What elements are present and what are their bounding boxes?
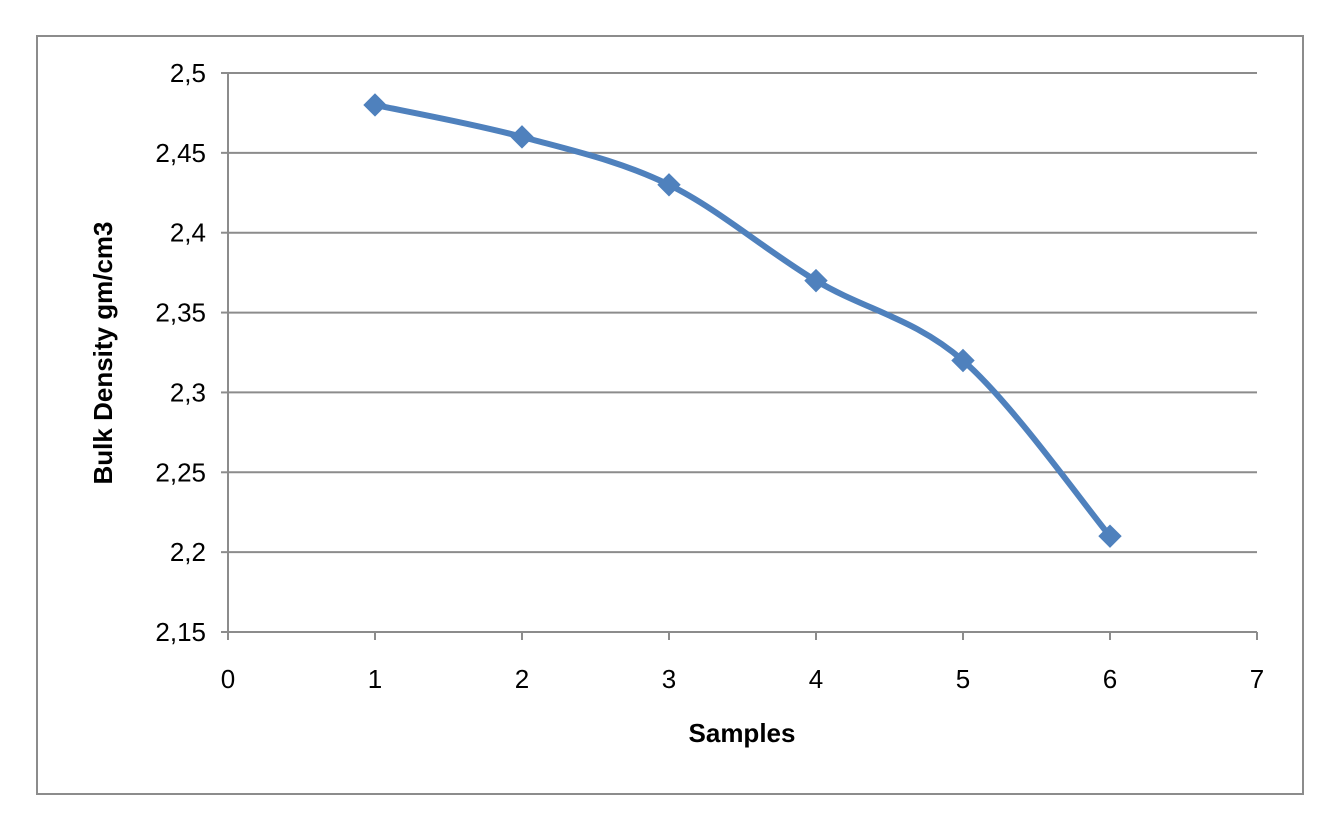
axes (221, 72, 1258, 640)
x-tick-labels: 0 1 2 3 4 5 6 7 (221, 664, 1264, 694)
y-tick-label: 2,3 (170, 377, 206, 407)
data-point-marker (657, 173, 681, 197)
x-tick-label: 4 (809, 664, 823, 694)
x-tick-label: 3 (662, 664, 676, 694)
y-tick-labels: 2,15 2,2 2,25 2,3 2,35 2,4 2,45 2,5 (155, 58, 206, 647)
x-tick-label: 0 (221, 664, 235, 694)
data-point-marker (363, 93, 387, 117)
x-tick-label: 5 (956, 664, 970, 694)
y-tick-label: 2,45 (155, 138, 206, 168)
y-tick-label: 2,25 (155, 457, 206, 487)
x-tick-label: 1 (368, 664, 382, 694)
x-tick-label: 2 (515, 664, 529, 694)
y-axis-title: Bulk Density gm/cm3 (88, 222, 118, 485)
chart-frame (36, 35, 1304, 795)
y-tick-label: 2,15 (155, 617, 206, 647)
y-tick-label: 2,5 (170, 58, 206, 88)
x-tick-label: 7 (1250, 664, 1264, 694)
y-tick-label: 2,4 (170, 218, 206, 248)
y-tick-label: 2,2 (170, 537, 206, 567)
y-tick-label: 2,35 (155, 298, 206, 328)
x-axis-title: Samples (689, 718, 796, 748)
x-tick-label: 6 (1103, 664, 1117, 694)
series (363, 93, 1122, 548)
data-point-marker (804, 268, 828, 293)
data-point-marker (510, 125, 534, 149)
gridlines (228, 72, 1257, 554)
data-point-marker (951, 348, 975, 373)
data-point-marker (1098, 524, 1122, 548)
